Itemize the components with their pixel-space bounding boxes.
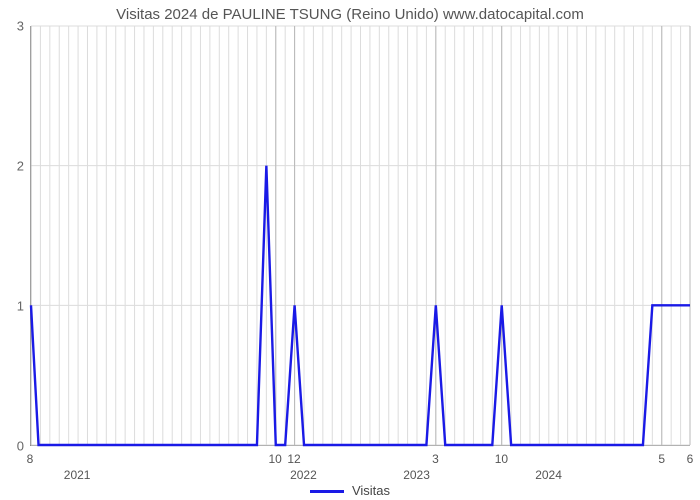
chart-title: Visitas 2024 de PAULINE TSUNG (Reino Uni… — [0, 6, 700, 23]
xtick-year-label: 2024 — [535, 468, 562, 482]
ytick-label: 1 — [17, 299, 24, 314]
xtick-year-label: 2021 — [64, 468, 91, 482]
ytick-label: 2 — [17, 159, 24, 174]
xtick-month-label: 6 — [687, 452, 694, 466]
xtick-month-label: 10 — [268, 452, 281, 466]
ytick-label: 3 — [17, 19, 24, 34]
ytick-label: 0 — [17, 439, 24, 454]
legend-label: Visitas — [352, 483, 390, 498]
chart-container: Visitas 2024 de PAULINE TSUNG (Reino Uni… — [0, 0, 700, 500]
xtick-year-label: 2022 — [290, 468, 317, 482]
xtick-month-label: 3 — [432, 452, 439, 466]
chart-svg — [31, 26, 690, 445]
plot-area — [30, 26, 690, 446]
xtick-month-label: 5 — [658, 452, 665, 466]
xtick-month-label: 10 — [495, 452, 508, 466]
legend: Visitas — [0, 483, 700, 498]
xtick-month-label: 12 — [287, 452, 300, 466]
xtick-year-label: 2023 — [403, 468, 430, 482]
xtick-month-label: 8 — [27, 452, 34, 466]
legend-swatch — [310, 490, 344, 493]
